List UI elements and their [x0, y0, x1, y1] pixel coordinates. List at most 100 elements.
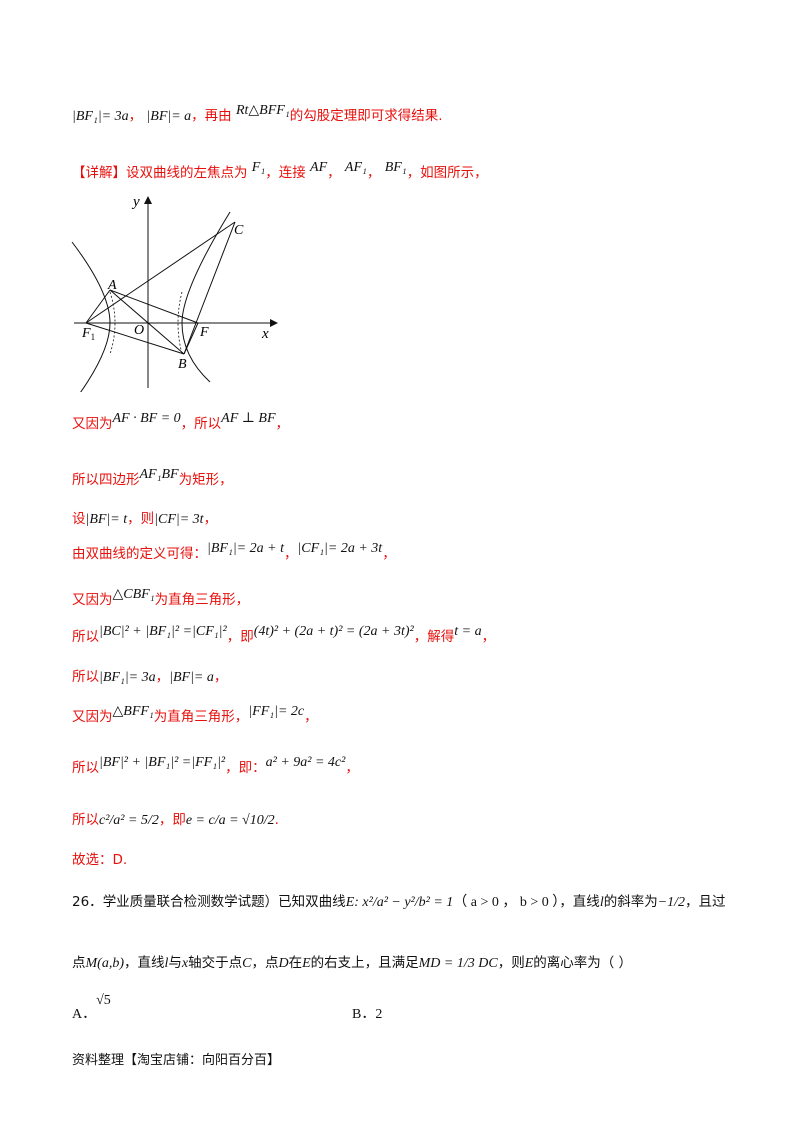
math: AF₁: [344, 160, 367, 175]
text: 由双曲线的定义可得：: [72, 546, 207, 562]
text: 与: [168, 955, 182, 971]
text: 又因为: [72, 592, 113, 608]
text: ，且过: [685, 894, 726, 910]
text: 又因为: [72, 416, 113, 432]
step-5: 又因为△CBF₁为直角三角形，: [72, 587, 250, 609]
math: |BF|² + |BF₁|² =|FF₁|²: [99, 755, 226, 770]
text: 的离心率为（ ）: [533, 955, 633, 971]
math: e = c/a = √10/2: [185, 813, 275, 828]
question-line-2: 点M(a,b)，直线l与x轴交于点C，点D在E的右支上，且满足MD = 1/3 …: [72, 951, 632, 972]
choice-value: √5: [96, 993, 111, 1008]
segment-f1-b: [85, 322, 185, 355]
text: ，则: [127, 511, 155, 527]
math: |BC|² + |BF₁|² =|CF₁|²: [99, 624, 227, 639]
text: 为矩形，: [178, 472, 233, 488]
label-y: y: [131, 194, 140, 210]
punct: ，: [345, 760, 359, 776]
text: 故选：D.: [72, 852, 128, 868]
math: △CBF₁: [112, 587, 155, 602]
hyperbola-left-dashed: [109, 291, 116, 355]
text: ，再由: [191, 108, 232, 124]
math: E: x²/a² − y²/b² = 1: [345, 895, 454, 910]
math: |BF₁|= 3a: [72, 109, 129, 124]
label-x: x: [261, 326, 269, 342]
step-1: 又因为AF · BF = 0，所以AF ⊥ BF，: [72, 411, 289, 433]
math: (4t)² + (2a + t)² = (2a + 3t)²: [253, 624, 414, 639]
text: 点: [72, 955, 86, 971]
choice-b: B．2: [352, 1003, 382, 1023]
hyperbola-right-dashed: [177, 291, 183, 355]
punct: .: [274, 812, 279, 828]
math: AF: [310, 160, 328, 175]
punct: ，: [128, 108, 143, 124]
segment-c-b: [183, 221, 236, 355]
text: 轴交于点: [188, 955, 243, 971]
math: D: [278, 956, 289, 971]
punct: ，: [382, 546, 396, 562]
text: 所以: [72, 812, 99, 828]
math: E: [302, 956, 311, 971]
text: 又因为: [72, 709, 113, 725]
text: ，即: [226, 629, 254, 645]
text: ，即: [158, 812, 186, 828]
text: ，即：: [225, 760, 266, 776]
math: a² + 9a² = 4c²: [265, 755, 346, 770]
math: |BF₁|= 3a: [99, 670, 156, 685]
math: |CF₁|= 2a + 3t: [297, 541, 383, 556]
math: x: [181, 956, 189, 971]
step-9: 所以|BF|² + |BF₁|² =|FF₁|²，即：a² + 9a² = 4c…: [72, 755, 359, 777]
punct: ，: [481, 629, 496, 645]
math: |BF|= t: [85, 512, 128, 527]
punct: ，: [155, 669, 170, 685]
x-axis-arrow: [270, 319, 278, 327]
math: F₁: [251, 160, 266, 175]
choice-label: B．: [352, 1007, 376, 1022]
punct: ，: [213, 669, 228, 685]
step-4: 由双曲线的定义可得：|BF₁|= 2a + t，|CF₁|= 2a + 3t，: [72, 541, 396, 563]
step-10: 所以c²/a² = 5/2，即e = c/a = √10/2.: [72, 808, 279, 829]
text: 所以四边形: [72, 472, 140, 488]
step-7: 所以|BF₁|= 3a，|BF|= a，: [72, 665, 227, 686]
label-a: A: [107, 278, 117, 293]
punct: ，: [304, 709, 318, 725]
math: E: [524, 956, 534, 971]
math: |BF₁|= 2a + t: [207, 541, 284, 556]
detail-line: 【详解】设双曲线的左焦点为 F₁，连接 AF， AF₁， BF₁，如图所示，: [72, 160, 488, 182]
text: 设: [72, 511, 86, 527]
math: AF₁BF: [139, 467, 179, 482]
text: ，直线: [124, 955, 165, 971]
text: ，则: [497, 955, 525, 971]
choice-a: A．√5: [72, 993, 111, 1023]
label-f: F: [199, 325, 209, 340]
math: BF₁: [384, 160, 407, 175]
text: ，: [283, 546, 298, 562]
hyperbola-right-branch: [181, 211, 231, 383]
math: Rt△BFF₁: [235, 103, 290, 118]
hyperbola-figure: y x C A O F F1 B: [71, 194, 278, 392]
math: AF ⊥ BF: [221, 411, 276, 426]
math: C: [242, 956, 252, 971]
math: MD = 1/3 DC: [418, 956, 498, 971]
math: （ a > 0 ， b > 0 ）: [453, 895, 560, 910]
segment-f-b: [183, 322, 199, 355]
punct: ，: [327, 165, 341, 181]
choice-label: A．: [72, 1007, 97, 1022]
math: l: [164, 956, 169, 971]
math: AF · BF = 0: [112, 411, 181, 426]
segment-f1-a: [85, 289, 111, 324]
step-2: 所以四边形AF₁BF为矩形，: [72, 467, 233, 489]
segment-a-b: [109, 289, 185, 355]
text: 的右支上，且满足: [310, 955, 419, 971]
label-b: B: [178, 357, 187, 372]
text: 所以: [72, 760, 99, 776]
detail-tag: 【详解】: [72, 165, 126, 181]
text: ，连接: [265, 165, 306, 181]
math: |BF|= a: [169, 670, 214, 685]
text: 为直角三角形，: [154, 592, 250, 608]
label-c: C: [234, 223, 244, 238]
math: M(a,b): [85, 956, 125, 971]
question-line-1: 26．学业质量联合检测数学试题）已知双曲线E: x²/a² − y²/b² = …: [72, 890, 726, 911]
y-axis-arrow: [144, 196, 152, 204]
text: ，如图所示，: [406, 165, 488, 181]
punct: ，: [366, 165, 381, 181]
